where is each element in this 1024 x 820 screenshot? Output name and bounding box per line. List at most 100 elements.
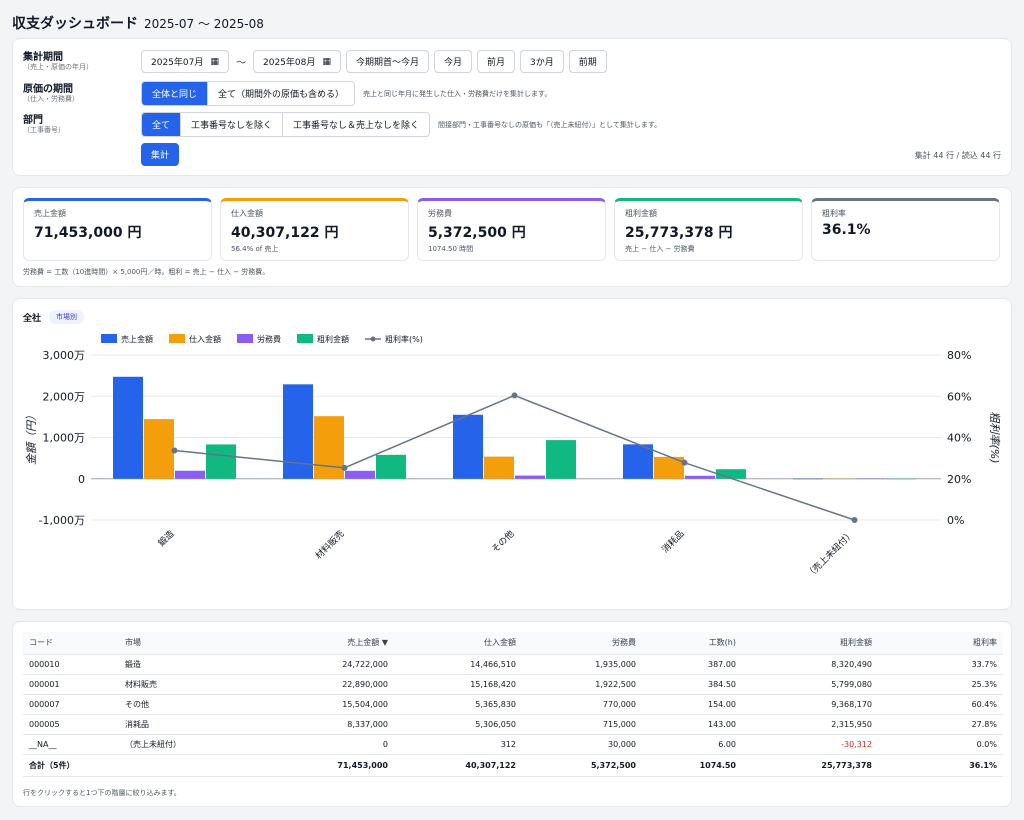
margin-point [851,517,858,523]
kpi-sales: 売上金額 71,453,000 円 [23,198,212,261]
legend-label: 仕入金額 [189,334,221,344]
legend-label: 粗利金額 [317,334,349,344]
bar-3 [515,475,545,479]
col-purchases[interactable]: 仕入金額 [394,632,522,655]
table-total-row: 合計（5件） 71,453,000 40,307,122 5,372,500 107… [23,753,1003,777]
row-count: 集計 44 行 / 読込 44 行 [914,151,1001,160]
cost-option-all[interactable]: 全て（期間外の原価も含める） [208,82,355,105]
bar-1 [623,444,653,479]
kpi-value: 40,307,122 円 [231,225,339,241]
kpi-note: 1074.50 時間 [428,245,474,253]
bar-2 [144,419,174,479]
col-margin[interactable]: 粗利率 [878,632,1003,655]
kpi-value: 36.1% [822,222,871,238]
bar-4 [206,444,236,479]
dept-option-exclude-no-job-no-sales[interactable]: 工事番号なし＆売上なしを除く [283,113,430,136]
chart-breakdown-tag[interactable]: 市場別 [49,310,85,324]
chart-panel: 全社 市場別 3,000万 2,000万 1,000万 0 -1,000万 80% 60% 4… [12,298,1012,610]
x-tick-label: 消耗品 [659,528,687,556]
legend-swatch [237,334,253,343]
bar-4 [886,478,916,480]
legend-swatch [101,334,117,343]
table-note: 行をクリックすると1つ下の階層に絞り込みます。 [23,789,181,797]
filter-panel: 集計期間 （売上・原価の年月） 2025年07月 ▦ 〜 2025年08月 ▦ … [12,38,1012,176]
dept-option-exclude-no-job[interactable]: 工事番号なしを除く [181,113,284,136]
department-sublabel: （工事番号） [23,126,65,135]
bar-4 [716,469,746,479]
margin-point [171,447,178,454]
date-range-separator: 〜 [236,58,246,69]
col-labor[interactable]: 労務費 [522,632,642,655]
period-sublabel: （売上・原価の年月） [23,63,93,72]
department-label: 部門 [23,114,43,126]
col-gross-profit[interactable]: 粗利金額 [742,632,878,655]
preset-this-month-button[interactable]: 今月 [434,50,473,73]
y-tick-label: 3,000万 [43,349,86,362]
date-from-input[interactable]: 2025年07月 ▦ [141,50,229,73]
preset-last-month-button[interactable]: 前月 [477,50,516,73]
preset-3-months-button[interactable]: 3か月 [520,50,564,73]
dept-option-all[interactable]: 全て [142,113,182,136]
kpi-value: 25,773,378 円 [625,225,733,241]
cost-option-same[interactable]: 全体と同じ [142,82,209,105]
y2-tick-label: 0% [947,514,964,527]
margin-point [511,392,518,399]
x-tick-label: 鍛造 [155,528,176,549]
kpi-label: 労務費 [428,209,452,218]
x-tick-label: 材料販売 [313,528,347,562]
col-hours[interactable]: 工数(h) [642,632,742,655]
chart-scope-label[interactable]: 全社 [23,313,42,324]
col-code[interactable]: コード [23,632,119,655]
bar-2 [314,416,344,479]
page-period: 2025-07 〜 2025-08 [144,17,264,31]
y-tick-label: 2,000万 [43,390,86,403]
preset-fiscal-ytd-button[interactable]: 今期期首〜今月 [346,50,430,73]
market-table: コード 市場 売上金額 ▼ 仕入金額 労務費 工数(h) 粗利金額 粗利率 00… [23,632,1003,777]
margin-point [681,459,688,466]
bar-4 [546,440,576,479]
kpi-row: 売上金額 71,453,000 円 仕入金額 40,307,122 円 56.4… [23,198,1000,261]
col-market[interactable]: 市場 [119,632,269,655]
y-tick-label: -1,000万 [39,514,85,527]
calendar-icon[interactable]: ▦ [210,56,219,67]
bar-4 [376,454,406,479]
table-row[interactable]: 000007 その他 15,504,000 5,365,830 770,000 154… [23,694,1003,715]
kpi-labor: 労務費 5,372,500 円 1074.50 時間 [417,198,606,261]
table-row[interactable]: 000001 材料販売 22,890,000 15,168,420 1,922,50… [23,674,1003,695]
bar-3 [685,475,715,479]
legend-label: 労務費 [257,334,281,344]
bar-1 [113,376,143,479]
aggregate-button[interactable]: 集計 [141,143,180,166]
kpi-label: 粗利率 [822,209,846,218]
preset-previous-term-button[interactable]: 前期 [568,50,607,73]
kpi-note: 売上 − 仕入 − 労務費 [625,245,695,253]
legend-swatch [169,334,185,343]
date-to-input[interactable]: 2025年08月 ▦ [253,50,341,73]
table-panel: コード 市場 売上金額 ▼ 仕入金額 労務費 工数(h) 粗利金額 粗利率 00… [12,621,1012,807]
y2-tick-label: 80% [947,349,971,362]
table-row[interactable]: 000005 消耗品 8,337,000 5,306,050 715,000 143.… [23,714,1003,735]
kpi-purchases: 仕入金額 40,307,122 円 56.4% of 売上 [220,198,409,261]
bar-1 [453,414,483,479]
cost-period-toggle: 全体と同じ 全て（期間外の原価も含める） [141,81,356,106]
market-chart: 3,000万 2,000万 1,000万 0 -1,000万 80% 60% 40% 20% 0%… [25,334,1001,581]
y-tick-label: 0 [78,473,85,486]
period-filter-row: 集計期間 （売上・原価の年月） 2025年07月 ▦ 〜 2025年08月 ▦ … [23,50,1001,73]
col-sales[interactable]: 売上金額 ▼ [269,632,394,655]
calendar-icon[interactable]: ▦ [322,56,331,67]
kpi-note: 56.4% of 売上 [231,245,279,253]
table-header-row: コード 市場 売上金額 ▼ 仕入金額 労務費 工数(h) 粗利金額 粗利率 [23,632,1003,655]
margin-point [341,464,348,471]
y2-tick-label: 20% [947,473,971,486]
summary-footnote: 労務費 = 工数（10進時間）× 5,000円／時。粗利 = 売上 − 仕入 −… [23,268,270,276]
y-tick-label: 1,000万 [43,432,86,445]
table-row[interactable]: __NA__ （売上未紐付） 0 312 30,000 6.00 -30,312 0.0… [23,734,1003,755]
kpi-label: 仕入金額 [231,209,263,218]
department-row: 部門 （工事番号） 全て 工事番号なしを除く 工事番号なし＆売上なしを除く 間接… [23,112,1001,137]
cost-period-label: 原価の期間 [23,83,73,95]
summary-panel: 売上金額 71,453,000 円 仕入金額 40,307,122 円 56.4… [12,187,1012,287]
kpi-gross-profit: 粗利金額 25,773,378 円 売上 − 仕入 − 労務費 [614,198,803,261]
table-row[interactable]: 000010 鍛造 24,722,000 14,466,510 1,935,000 3… [23,654,1003,675]
y-axis-title: 金額（円） [25,410,38,465]
bar-2 [654,456,684,479]
